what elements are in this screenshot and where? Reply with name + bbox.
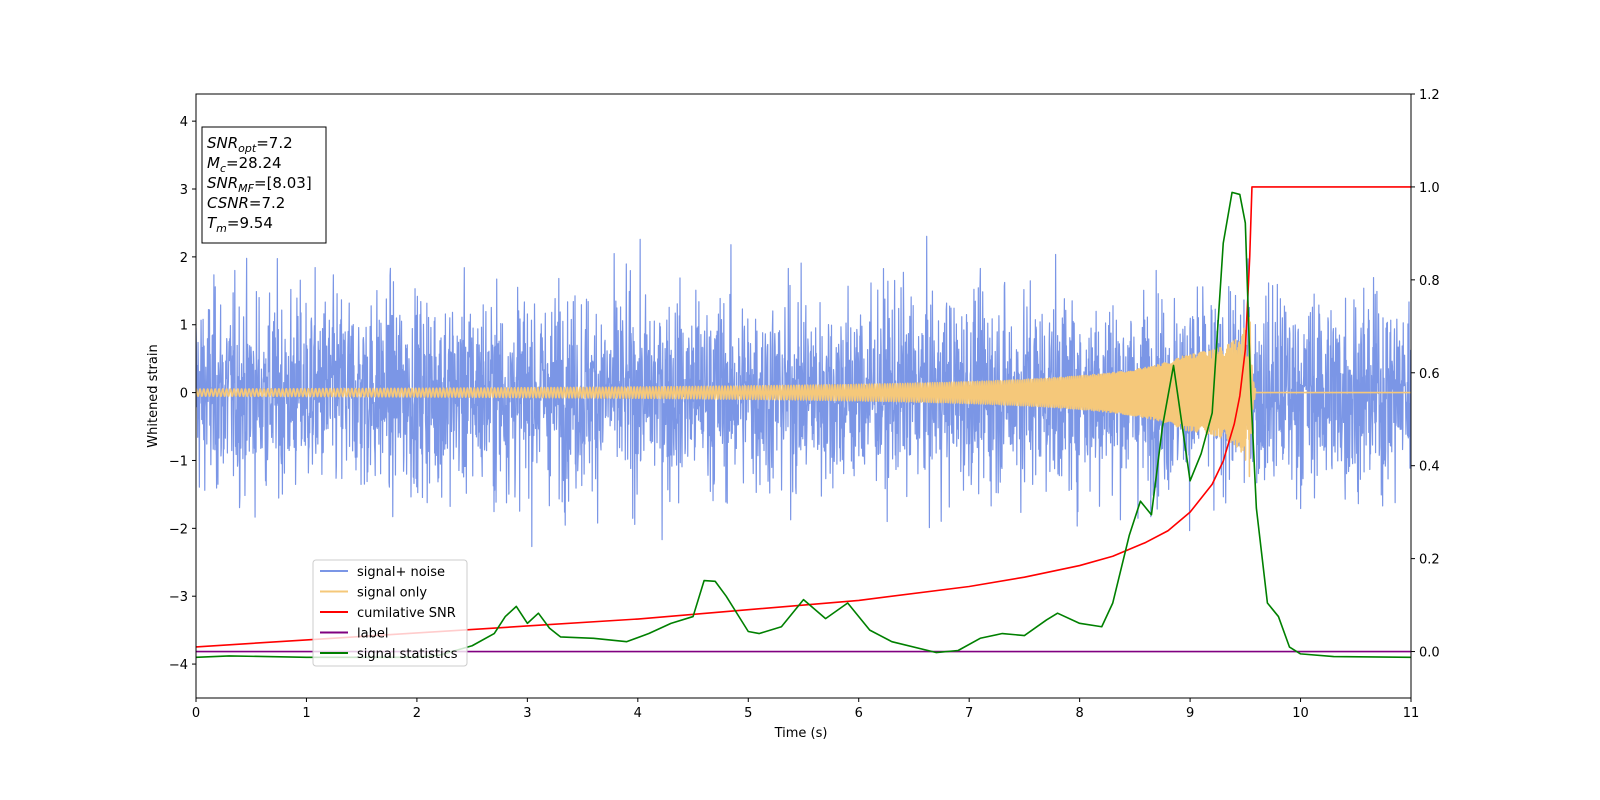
x-tick-label: 7 xyxy=(965,706,973,721)
x-axis: 0 1 2 3 4 5 6 7 8 9 10 11 xyxy=(192,698,1419,721)
y-left-tick-label: 3 xyxy=(180,183,188,198)
y-left-tick-label: −1 xyxy=(169,454,188,469)
info-line: SNRMF=[8.03] xyxy=(207,174,312,195)
y-right-tick-label: 1.0 xyxy=(1419,181,1440,196)
info-line: CSNR=7.2 xyxy=(207,194,285,212)
y-right-tick-label: 0.6 xyxy=(1419,367,1440,382)
legend-entry: signal only xyxy=(357,586,427,601)
y-right-tick-label: 0.8 xyxy=(1419,274,1440,289)
legend-entry: cumilative SNR xyxy=(357,606,456,621)
y-left-tick-label: −4 xyxy=(169,658,188,673)
legend-entry: signal statistics xyxy=(357,647,458,662)
legend: signal+ noise signal only cumilative SNR la… xyxy=(312,559,468,667)
x-tick-label: 0 xyxy=(192,706,200,721)
y-left-tick-label: 0 xyxy=(180,387,188,402)
x-tick-label: 4 xyxy=(634,706,642,721)
info-line: Tm=9.54 xyxy=(207,214,273,235)
y-right-tick-label: 0.2 xyxy=(1419,553,1440,568)
x-tick-label: 2 xyxy=(413,706,421,721)
x-tick-label: 10 xyxy=(1292,706,1309,721)
x-tick-label: 9 xyxy=(1186,706,1194,721)
x-tick-label: 11 xyxy=(1403,706,1420,721)
y-axis-right: 1.2 1.0 0.8 0.6 0.4 0.2 0.0 xyxy=(1411,88,1440,661)
info-line: Mc=28.24 xyxy=(207,154,282,175)
x-tick-label: 1 xyxy=(302,706,310,721)
x-tick-label: 8 xyxy=(1075,706,1083,721)
x-tick-label: 6 xyxy=(855,706,863,721)
y-axis-label: Whitened strain xyxy=(146,344,161,447)
y-right-tick-label: 0.4 xyxy=(1419,460,1440,475)
y-left-tick-label: 2 xyxy=(180,251,188,266)
x-tick-label: 5 xyxy=(744,706,752,721)
series-line-signal-statistics xyxy=(196,191,1411,659)
y-left-tick-label: −2 xyxy=(169,522,188,537)
x-axis-label: Time (s) xyxy=(774,726,828,741)
legend-entry: signal+ noise xyxy=(357,565,445,580)
info-line: SNRopt=7.2 xyxy=(207,134,293,155)
x-tick-label: 3 xyxy=(523,706,531,721)
y-left-tick-label: −3 xyxy=(169,590,188,605)
series-line-signal-noise xyxy=(196,235,1411,548)
y-right-tick-label: 0.0 xyxy=(1419,646,1440,661)
y-axis-left: 4 3 2 1 0 −1 −2 −3 −4 xyxy=(169,115,196,673)
info-box-frame xyxy=(201,126,327,244)
legend-frame xyxy=(312,559,468,667)
plot-frame xyxy=(195,93,1412,699)
y-right-tick-label: 1.2 xyxy=(1419,88,1440,103)
series-line-cumilative-snr xyxy=(196,186,1411,648)
legend-entry: label xyxy=(357,627,388,642)
y-left-tick-label: 1 xyxy=(180,319,188,334)
y-left-tick-label: 4 xyxy=(180,115,188,130)
